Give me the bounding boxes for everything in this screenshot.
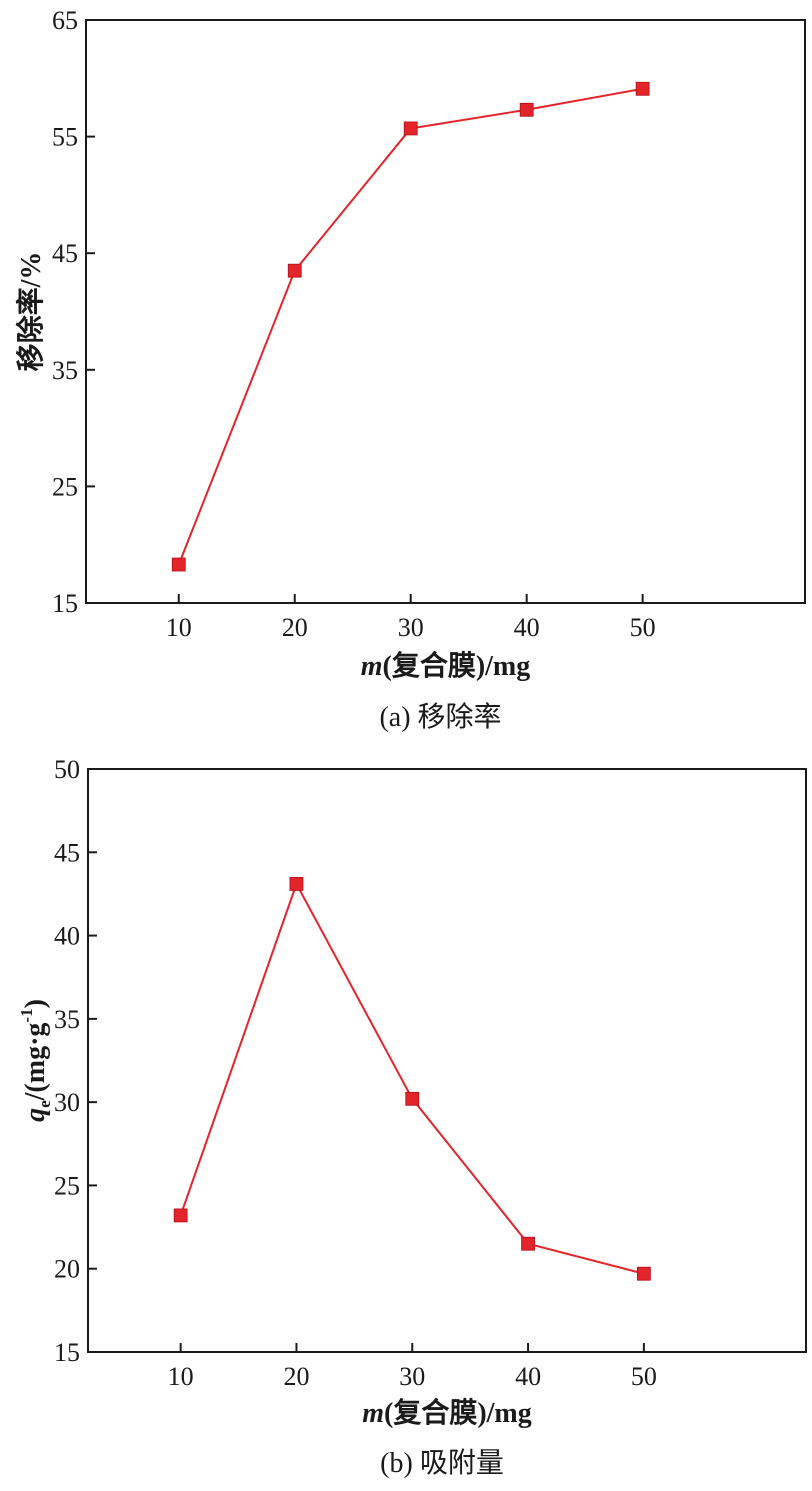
x-tick-label: 10 [168, 1362, 194, 1391]
y-tick-label: 15 [52, 589, 78, 618]
y-tick-label: 65 [52, 6, 78, 35]
figure-caption: (b) 吸附量 [380, 1447, 504, 1479]
x-axis-title: m(复合膜)/mg [361, 649, 531, 682]
x-tick-label: 10 [166, 613, 192, 642]
y-axis-var: q [20, 1108, 51, 1122]
y-axis-subscript: e [35, 1100, 54, 1108]
x-tick-label: 50 [630, 613, 656, 642]
y-tick-label: 40 [54, 922, 80, 951]
plot-frame [85, 19, 806, 604]
y-tick-label: 50 [54, 755, 80, 784]
x-tick-label: 40 [514, 613, 540, 642]
data-point-20 [289, 877, 304, 891]
y-tick-label: 35 [52, 356, 78, 385]
x-axis-unit: (复合膜)/mg [383, 649, 531, 682]
x-tick-label: 40 [515, 1362, 541, 1391]
y-axis-unit: /(mg·g [20, 1023, 51, 1102]
plot-frame [87, 768, 807, 1353]
x-tick-label: 30 [399, 1362, 425, 1391]
y-axis-close: ) [20, 999, 51, 1008]
data-point-50 [636, 1266, 651, 1281]
data-point-40 [521, 1236, 535, 1251]
y-tick-label: 55 [52, 123, 78, 152]
x-tick-label: 20 [283, 1362, 309, 1391]
y-tick-label: 30 [54, 1088, 80, 1117]
data-point-20 [287, 263, 302, 278]
y-tick-label: 15 [54, 1338, 80, 1367]
y-tick-label: 25 [54, 1171, 80, 1200]
data-point-10 [171, 557, 186, 572]
y-axis-title: 移除率/% [14, 252, 47, 372]
y-tick-label: 35 [54, 1005, 80, 1034]
x-tick-label: 50 [631, 1362, 657, 1391]
series-line [177, 87, 643, 565]
series-line [179, 881, 645, 1275]
x-axis-var: m [362, 1398, 384, 1429]
y-axis-title: qe/(mg·g-1) [17, 999, 54, 1122]
y-tick-label: 45 [52, 239, 78, 268]
chart-panel-a: 15 25 35 45 55 65 10 20 30 40 50 m(复合膜)/mg 移除率/% (a) … [14, 6, 806, 733]
x-axis-var: m [361, 651, 383, 682]
x-tick-label: 20 [282, 613, 308, 642]
y-tick-label: 45 [54, 838, 80, 867]
data-point-30 [405, 1091, 420, 1106]
data-point-30 [403, 121, 418, 136]
y-axis-superscript: -1 [17, 1008, 36, 1022]
x-axis-title: m(复合膜)/mg [362, 1396, 532, 1429]
figure-caption: (a) 移除率 [379, 701, 501, 733]
x-axis-unit: (复合膜)/mg [384, 1396, 532, 1429]
y-tick-label: 20 [54, 1255, 80, 1284]
data-point-10 [173, 1208, 188, 1223]
chart-panel-b: 15 20 25 30 35 40 45 50 10 20 30 40 50 m(复合膜)/mg qe/(m… [17, 755, 807, 1479]
data-point-50 [635, 81, 650, 96]
data-point-40 [519, 102, 534, 117]
x-tick-label: 30 [398, 613, 424, 642]
y-tick-label: 25 [52, 472, 78, 501]
